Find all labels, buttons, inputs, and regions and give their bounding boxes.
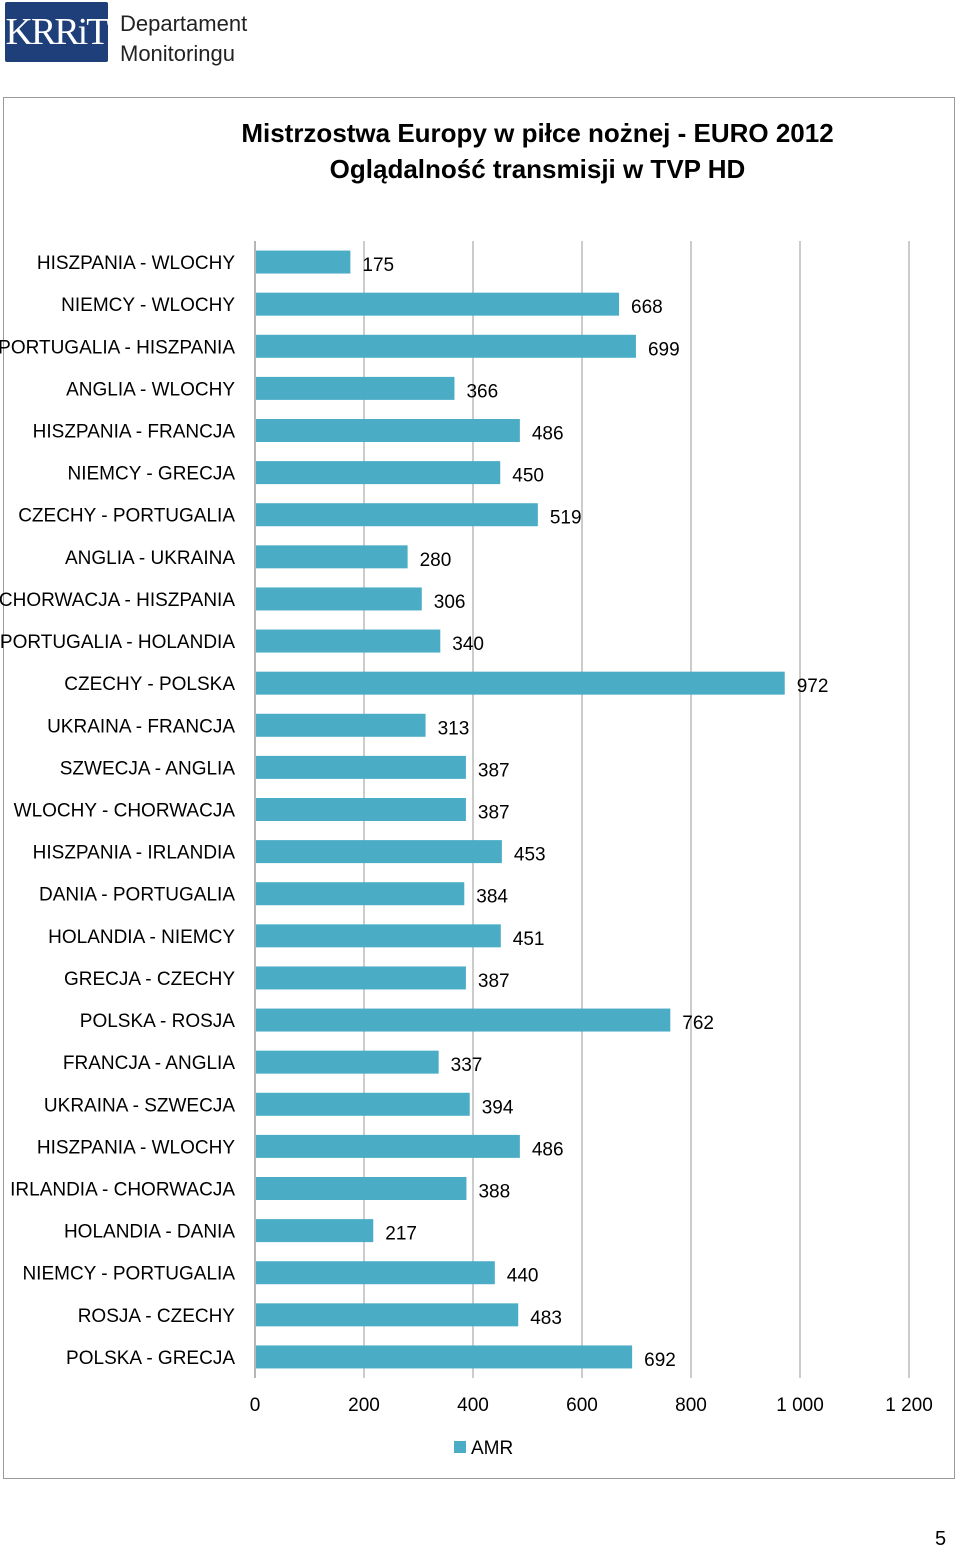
data-label: 280 [420, 550, 452, 571]
category-label: CHORWACJA - HISZPANIA [0, 590, 235, 611]
category-label: HOLANDIA - DANIA [64, 1222, 235, 1243]
bar [256, 1134, 520, 1158]
data-label: 388 [478, 1182, 510, 1203]
bar [256, 1219, 374, 1243]
bar [256, 292, 620, 316]
data-label: 668 [631, 297, 663, 318]
bar [256, 376, 455, 400]
category-label: ROSJA - CZECHY [78, 1306, 236, 1327]
bar [256, 966, 466, 990]
x-tick-label: 0 [250, 1395, 261, 1416]
category-label: ANGLIA - WLOCHY [66, 379, 235, 400]
bar [256, 629, 441, 653]
bar [256, 1008, 671, 1032]
bar [256, 1345, 633, 1369]
data-label: 387 [478, 760, 510, 781]
category-label: CZECHY - PORTUGALIA [18, 506, 235, 527]
category-label: HOLANDIA - NIEMCY [48, 927, 235, 948]
bar [256, 1177, 467, 1200]
data-label: 519 [550, 508, 582, 529]
x-tick-label: 1 200 [885, 1395, 933, 1416]
bar [256, 798, 466, 821]
data-label: 387 [478, 803, 510, 824]
data-label: 440 [507, 1266, 539, 1287]
bar [256, 840, 502, 864]
bar [256, 671, 785, 695]
chart-title-line2: Oglądalność transmisji w TVP HD [329, 154, 746, 184]
category-label: SZWECJA - ANGLIA [60, 758, 236, 779]
x-tick-label: 1 000 [776, 1395, 824, 1416]
category-label: HISZPANIA - WLOCHY [37, 1137, 235, 1158]
data-label: 762 [682, 1013, 714, 1034]
x-tick-label: 800 [675, 1395, 707, 1416]
x-tick-label: 600 [566, 1395, 598, 1416]
category-label: FRANCJA - ANGLIA [63, 1053, 235, 1074]
category-label: HISZPANIA - FRANCJA [33, 422, 236, 443]
bar [256, 882, 465, 906]
category-label: IRLANDIA - CHORWACJA [10, 1180, 235, 1201]
bar [256, 924, 501, 948]
data-label: 306 [434, 592, 466, 613]
bar [256, 755, 466, 779]
data-label: 483 [530, 1308, 562, 1329]
data-label: 486 [532, 424, 564, 445]
data-label: 384 [476, 887, 508, 908]
bar [256, 1261, 495, 1285]
data-label: 387 [478, 971, 510, 992]
data-label: 699 [648, 339, 680, 360]
category-label: POLSKA - GRECJA [66, 1348, 235, 1369]
bar [256, 587, 422, 611]
data-label: 451 [513, 929, 545, 950]
category-label: CZECHY - POLSKA [64, 674, 235, 695]
data-label: 313 [438, 718, 470, 739]
bar [256, 503, 538, 527]
legend-label: AMR [471, 1438, 513, 1459]
bar [256, 419, 520, 442]
category-label: NIEMCY - WLOCHY [61, 295, 235, 316]
data-label: 340 [452, 634, 484, 655]
data-label: 366 [466, 381, 498, 402]
logo-text: KRRiT [5, 11, 110, 53]
data-label: 692 [644, 1350, 676, 1371]
data-label: 337 [451, 1055, 483, 1076]
bar [256, 1092, 470, 1116]
bar [256, 334, 636, 358]
category-label: HISZPANIA - WLOCHY [37, 253, 235, 274]
data-label: 450 [512, 466, 544, 487]
chart-title-line1: Mistrzostwa Europy w piłce nożnej - EURO… [241, 118, 834, 148]
category-label: ANGLIA - UKRAINA [65, 548, 235, 569]
data-label: 972 [797, 676, 829, 697]
category-label: HISZPANIA - IRLANDIA [33, 843, 236, 864]
department-line2: Monitoringu [120, 41, 235, 66]
page-number: 5 [935, 1528, 947, 1550]
category-label: DANIA - PORTUGALIA [39, 885, 235, 906]
chart-frame [3, 97, 955, 1479]
krrit-logo: KRRiT [5, 2, 110, 62]
data-label: 217 [385, 1224, 417, 1245]
category-label: UKRAINA - SZWECJA [44, 1095, 235, 1116]
bar [256, 545, 408, 569]
department-line1: Departament [120, 11, 248, 36]
bar [256, 1050, 439, 1074]
category-label: GRECJA - CZECHY [64, 969, 235, 990]
bar [256, 250, 351, 274]
x-tick-label: 200 [348, 1395, 380, 1416]
category-label: WLOCHY - CHORWACJA [14, 801, 236, 822]
bar [256, 713, 426, 737]
category-label: NIEMCY - PORTUGALIA [22, 1264, 235, 1285]
x-tick-label: 400 [457, 1395, 489, 1416]
bar [256, 1303, 519, 1327]
data-label: 453 [514, 845, 546, 866]
data-label: 175 [362, 255, 394, 276]
category-label: NIEMCY - GRECJA [67, 464, 235, 485]
category-label: PORTUGALIA - HISZPANIA [0, 337, 235, 358]
legend-swatch [454, 1441, 466, 1453]
category-label: UKRAINA - FRANCJA [47, 716, 235, 737]
category-label: POLSKA - ROSJA [80, 1011, 236, 1032]
data-label: 394 [482, 1097, 514, 1118]
data-label: 486 [532, 1139, 564, 1160]
category-label: PORTUGALIA - HOLANDIA [0, 632, 235, 653]
bar [256, 461, 501, 485]
